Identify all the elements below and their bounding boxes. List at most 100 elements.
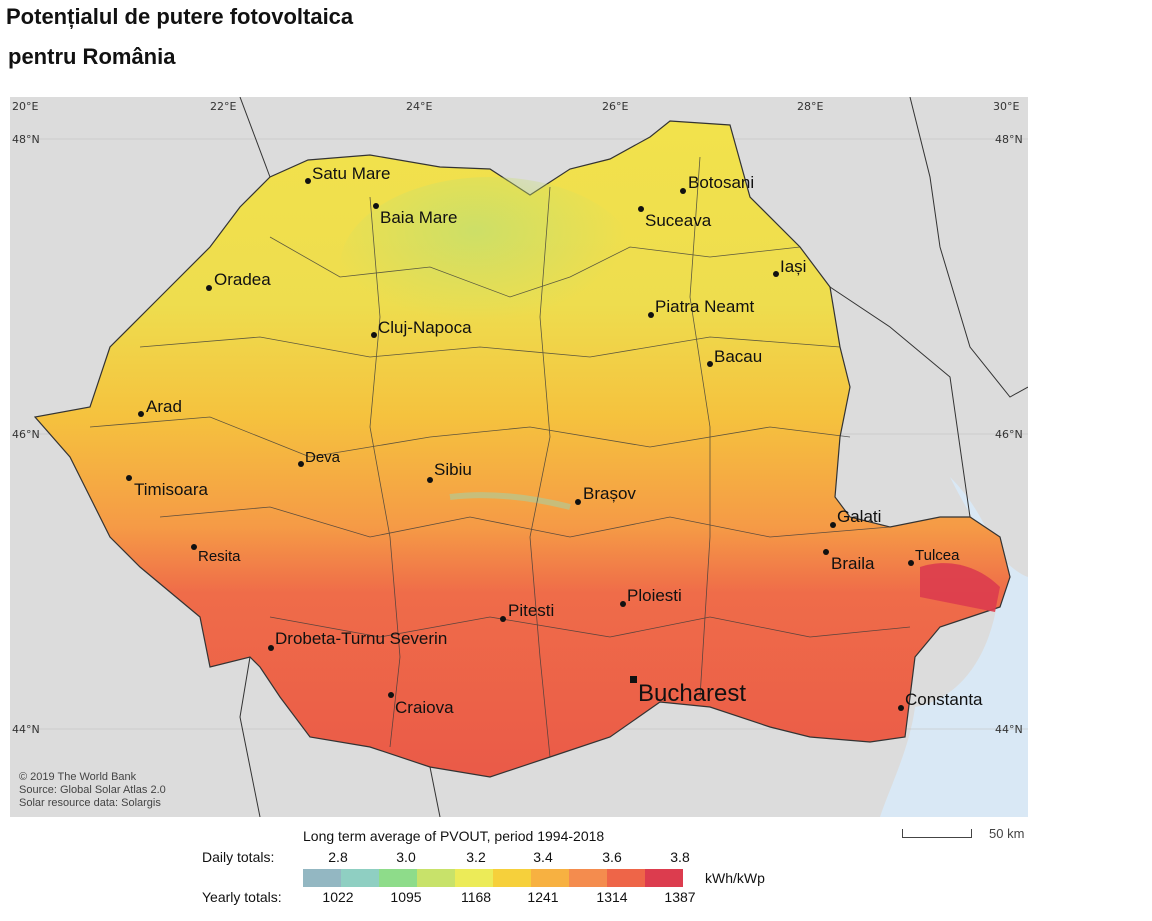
country-borders [239,97,1028,817]
lat-label: 48°N [995,133,1023,146]
legend-title: Long term average of PVOUT, period 1994-… [303,828,605,844]
city-resita[interactable]: Resita [191,544,241,565]
city-constanta[interactable]: Constanta [898,690,983,711]
daily-tick: 3.6 [602,849,622,865]
city-markers[interactable]: Satu Mare Baia Mare Botosani Suceava Iaș… [126,164,983,717]
daily-tick: 3.0 [396,849,416,865]
city-satu-mare[interactable]: Satu Mare [305,164,390,184]
legend-unit: kWh/kWp [705,870,765,886]
lat-label: 48°N [12,133,40,146]
city-suceava[interactable]: Suceava [638,206,712,230]
city-oradea[interactable]: Oradea [206,270,271,291]
yearly-tick: 1168 [460,889,492,905]
legend-daily-label: Daily totals: [202,849,275,865]
city-cluj-napoca[interactable]: Cluj-Napoca [371,318,472,338]
credit-line: Solar resource data: Solargis [19,797,161,809]
legend-swatch [341,869,379,887]
pvout-map[interactable]: 20°E 22°E 24°E 26°E 28°E 30°E 48°N 48°N … [10,97,1028,817]
longitude-labels: 20°E 22°E 24°E 26°E 28°E 30°E [12,100,1019,113]
city-brasov[interactable]: Brașov [575,484,636,505]
city-pitesti[interactable]: Pitesti [500,601,554,622]
svg-text:Botosani: Botosani [688,173,754,192]
svg-text:Constanta: Constanta [905,690,983,709]
lon-label: 24°E [406,100,432,113]
city-ploiesti[interactable]: Ploiesti [620,586,682,607]
city-bucharest[interactable]: Bucharest [630,676,746,707]
city-braila[interactable]: Braila [823,549,875,573]
fagaras-low-pvout-band [449,492,571,510]
city-timisoara[interactable]: Timisoara [126,475,209,499]
svg-text:Deva: Deva [305,449,341,466]
svg-text:Bacau: Bacau [714,347,762,366]
city-tulcea[interactable]: Tulcea [908,547,960,566]
carpathians-low-pvout-zone [340,177,640,357]
danube-delta-high-pvout [920,563,1000,612]
legend-swatch [645,869,683,887]
svg-text:Craiova: Craiova [395,698,454,717]
city-galati[interactable]: Galati [830,507,881,528]
map-title-line1: Potențialul de putere fotovoltaica [6,4,354,29]
svg-text:Oradea: Oradea [214,270,271,289]
yearly-tick: 1314 [596,889,628,905]
legend-swatch [493,869,531,887]
city-iasi[interactable]: Iași [773,257,806,277]
credit-line: Source: Global Solar Atlas 2.0 [19,784,166,796]
legend-swatch [455,869,493,887]
svg-text:Iași: Iași [780,257,806,276]
daily-tick: 3.2 [466,849,486,865]
city-craiova[interactable]: Craiova [388,692,454,717]
lat-label: 46°N [12,428,40,441]
lon-label: 28°E [797,100,823,113]
daily-tick: 3.8 [670,849,690,865]
latitude-labels: 48°N 48°N 46°N 46°N 44°N 44°N [12,133,1023,736]
svg-text:Arad: Arad [146,397,182,416]
city-arad[interactable]: Arad [138,397,182,417]
map-panel[interactable]: 20°E 22°E 24°E 26°E 28°E 30°E 48°N 48°N … [10,97,1028,817]
city-sibiu[interactable]: Sibiu [427,460,472,483]
svg-text:Braila: Braila [831,554,875,573]
svg-text:Bucharest: Bucharest [638,680,746,707]
romania-pvout-area[interactable] [33,120,1011,778]
legend-swatch [531,869,569,887]
lon-label: 20°E [12,100,38,113]
svg-text:Cluj-Napoca: Cluj-Napoca [378,318,472,337]
lat-label: 44°N [995,723,1023,736]
daily-tick: 2.8 [328,849,348,865]
legend-swatch [303,869,341,887]
city-deva[interactable]: Deva [298,449,341,467]
svg-text:Timisoara: Timisoara [134,480,209,499]
credit-line: © 2019 The World Bank [19,771,137,783]
legend-swatch [569,869,607,887]
svg-text:Satu Mare: Satu Mare [312,164,390,183]
map-title-line2: pentru România [8,44,176,69]
legend-yearly-label: Yearly totals: [202,889,282,905]
legend-swatch [417,869,455,887]
svg-text:Baia Mare: Baia Mare [380,208,457,227]
city-drobeta-turnu-severin[interactable]: Drobeta-Turnu Severin [268,629,447,651]
black-sea [880,477,1028,817]
city-piatra-neamt[interactable]: Piatra Neamt [648,297,754,318]
city-baia-mare[interactable]: Baia Mare [373,203,457,227]
city-bacau[interactable]: Bacau [707,347,762,367]
legend-swatch [379,869,417,887]
lat-label: 46°N [995,428,1023,441]
lon-label: 26°E [602,100,628,113]
svg-text:Resita: Resita [198,548,241,565]
svg-text:Pitesti: Pitesti [508,601,554,620]
county-borders [89,156,911,758]
svg-text:Sibiu: Sibiu [434,460,472,479]
lat-label: 44°N [12,723,40,736]
lon-label: 22°E [210,100,236,113]
city-botosani[interactable]: Botosani [680,173,754,194]
scale-label: 50 km [989,826,1025,841]
map-credits: © 2019 The World Bank Source: Global Sol… [19,771,166,809]
svg-text:Galati: Galati [837,507,881,526]
svg-text:Ploiesti: Ploiesti [627,586,682,605]
yearly-tick: 1387 [664,889,696,905]
legend-colorbar [303,869,683,887]
yearly-tick: 1095 [390,889,422,905]
yearly-tick: 1022 [322,889,354,905]
svg-text:Brașov: Brașov [583,484,636,503]
svg-text:Piatra Neamt: Piatra Neamt [655,297,754,316]
scale-bar [902,829,972,838]
